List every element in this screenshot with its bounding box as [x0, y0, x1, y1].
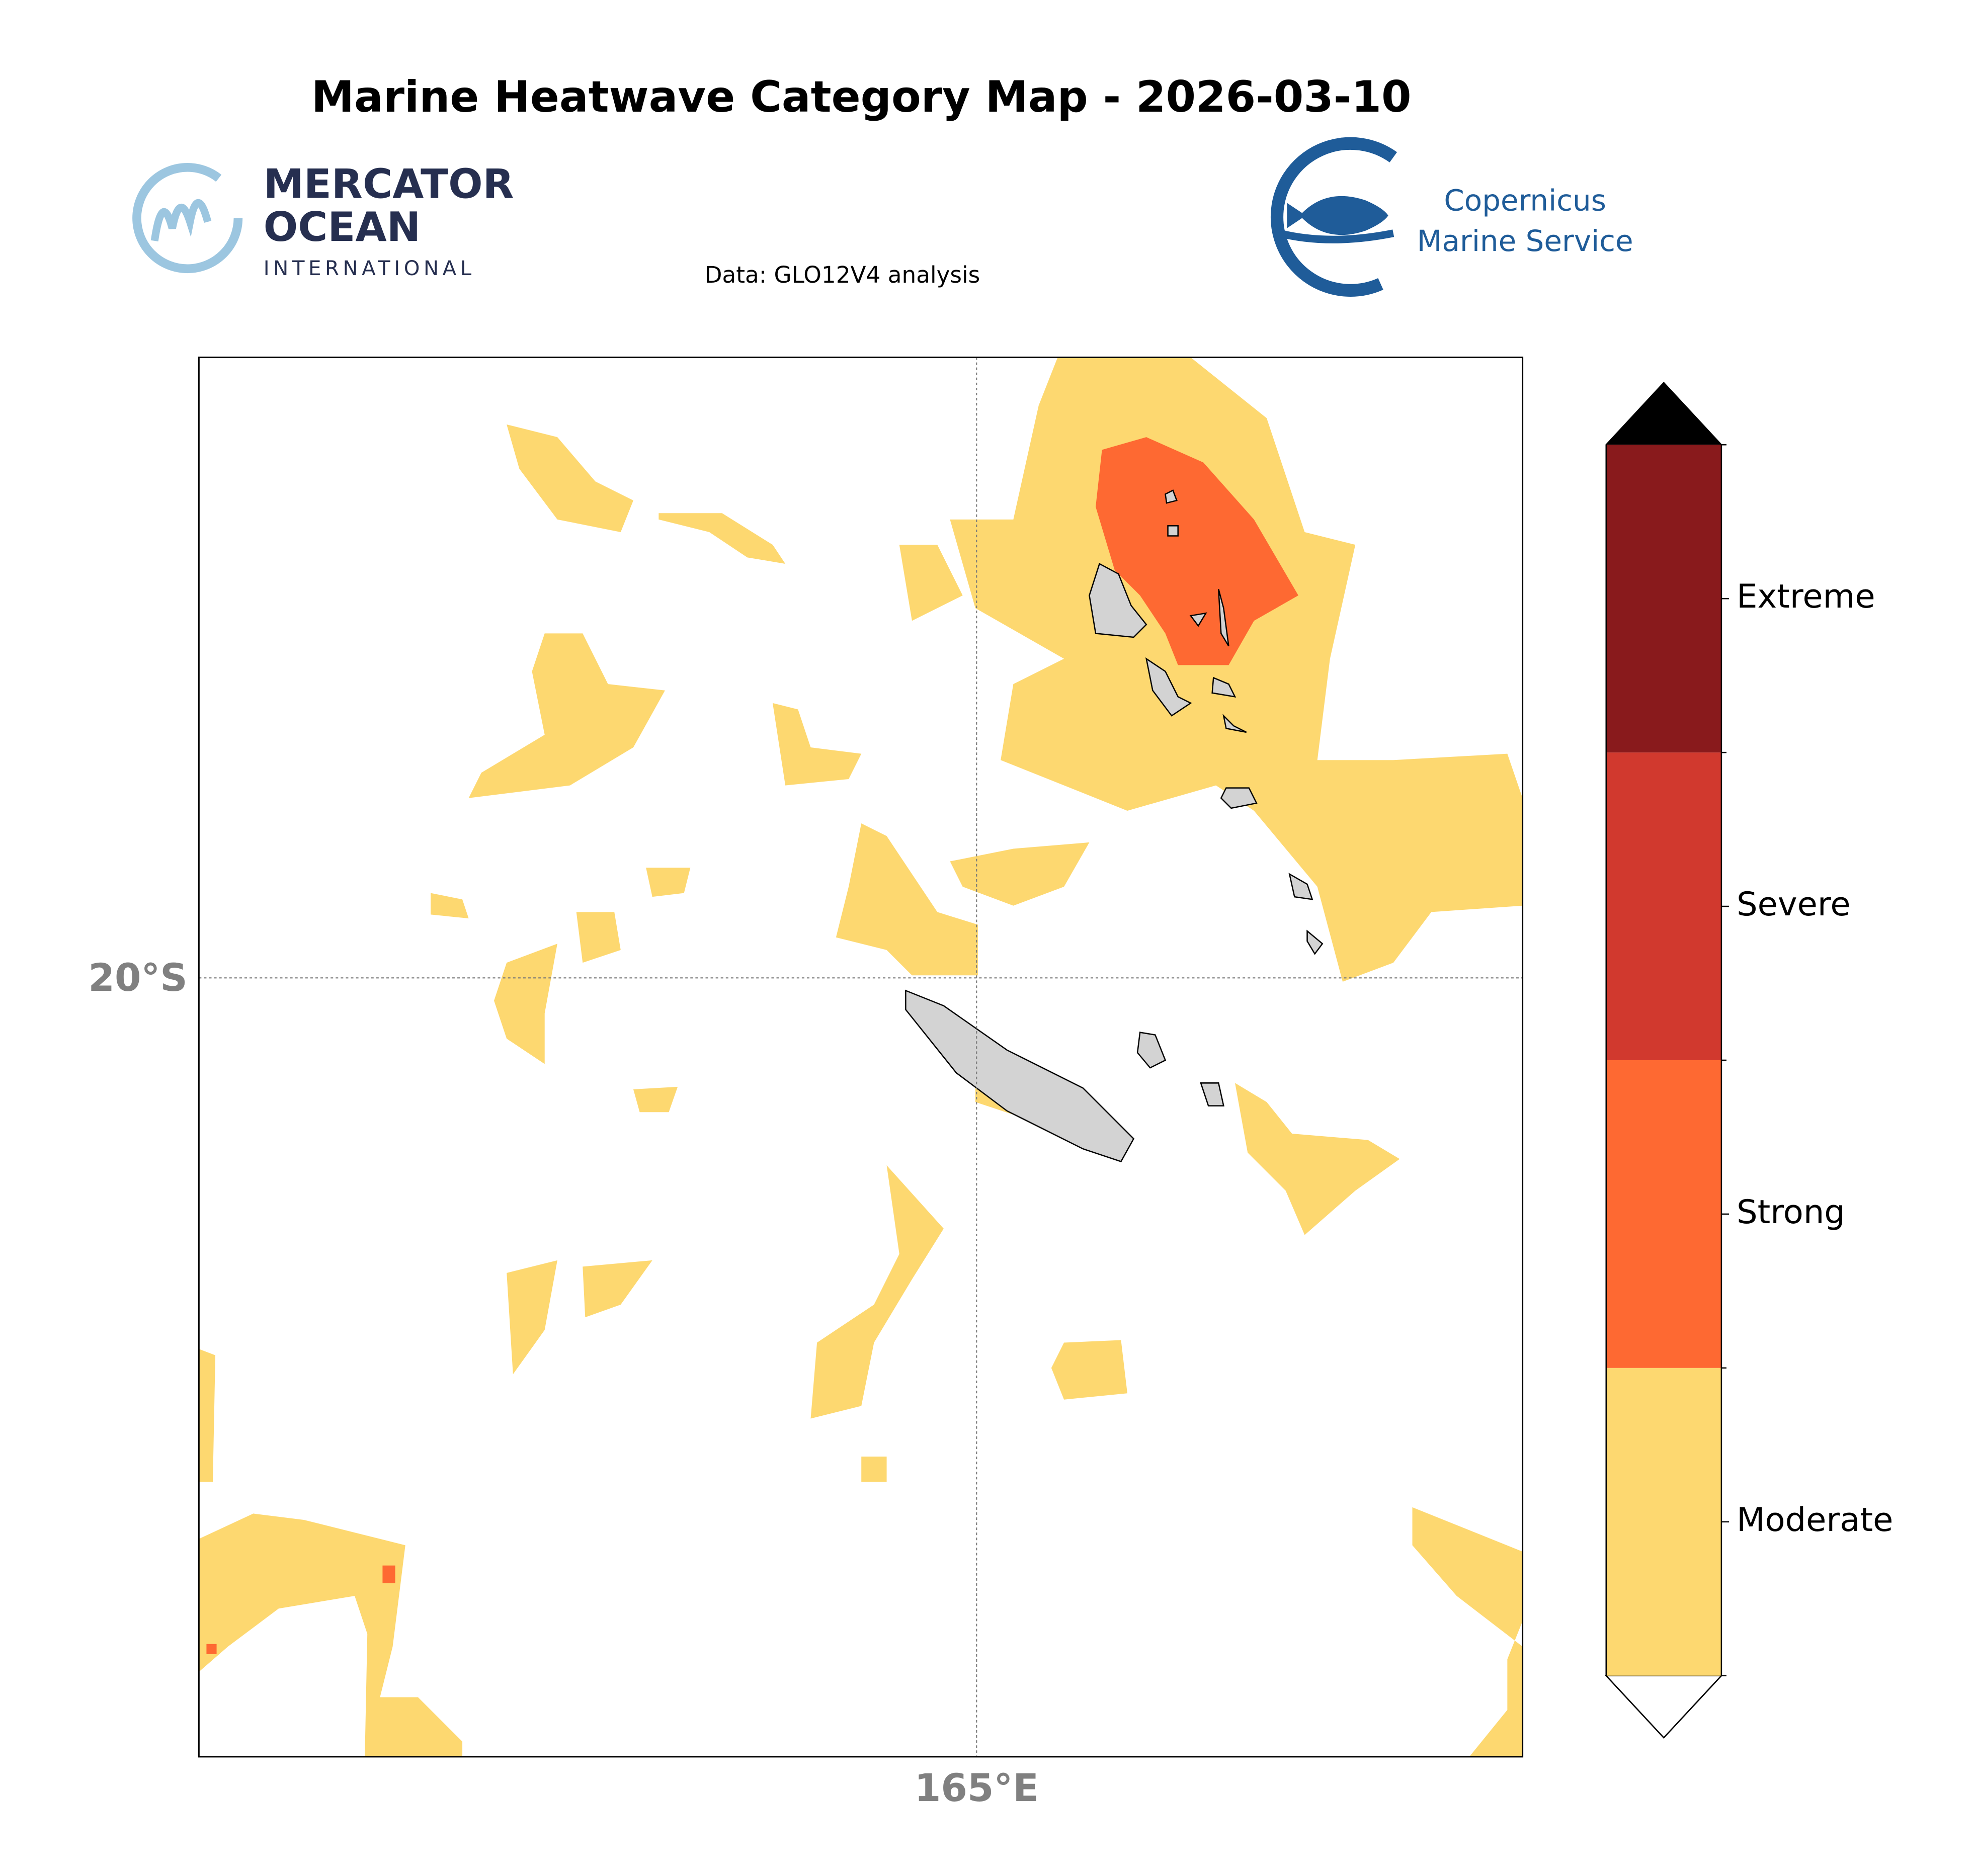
colorbar-under	[1604, 1675, 1723, 1739]
area-strong	[1096, 437, 1298, 665]
area-moderate	[1235, 1083, 1400, 1235]
area-moderate	[836, 823, 978, 976]
area-moderate	[1412, 1507, 1523, 1757]
map-frame	[198, 357, 1524, 1758]
area-moderate	[431, 893, 469, 918]
land	[905, 489, 1324, 1162]
area-strong	[206, 1644, 217, 1654]
colorbar-label: Severe	[1737, 885, 1851, 923]
logo-text: INTERNATIONAL	[264, 257, 475, 280]
area-strong	[382, 1565, 395, 1583]
area-moderate	[861, 1457, 887, 1482]
land	[1222, 714, 1247, 733]
colorbar-outline	[1605, 382, 1722, 1739]
heatwave-areas	[199, 357, 1523, 1757]
area-moderate	[199, 1513, 463, 1757]
logo-arc	[1270, 137, 1397, 297]
area-moderate	[583, 1260, 652, 1318]
colorbar-label: Strong	[1737, 1193, 1845, 1231]
land	[1136, 1032, 1167, 1069]
area-moderate	[950, 357, 1523, 982]
area-moderate	[494, 944, 557, 1064]
lat-label: 20°S	[88, 956, 187, 1000]
logo-text: OCEAN	[264, 204, 421, 251]
land	[1145, 657, 1192, 717]
area-moderate	[468, 633, 665, 798]
area-moderate	[772, 703, 862, 786]
area-moderate	[810, 1165, 944, 1419]
mercator-logo: MERCATOR OCEAN INTERNATIONAL	[132, 160, 514, 280]
logo-text: MERCATOR	[264, 160, 514, 208]
land	[1089, 563, 1147, 638]
colorbar-over	[1606, 382, 1721, 445]
land	[1165, 489, 1229, 647]
area-moderate	[1051, 1340, 1127, 1400]
area-moderate	[576, 912, 621, 963]
area-moderate	[658, 513, 786, 564]
colorbar-label: Extreme	[1737, 577, 1875, 616]
colorbar-label: Moderate	[1737, 1501, 1893, 1539]
colorbar-segment	[1606, 445, 1721, 753]
land	[1306, 929, 1324, 955]
area-moderate	[507, 1260, 557, 1375]
area-moderate	[899, 545, 963, 621]
logo-ring	[132, 163, 243, 274]
land	[1220, 787, 1258, 809]
subtitle: Data: GLO12V4 analysis	[705, 262, 980, 288]
area-moderate	[950, 842, 1090, 906]
title: Marine Heatwave Category Map - 2026-03-1…	[311, 72, 1412, 122]
logo-fish	[1287, 196, 1388, 235]
land	[1288, 873, 1313, 900]
land	[1211, 676, 1237, 698]
lon-label: 165°E	[915, 1766, 1039, 1810]
map: 20°S 165°E	[88, 357, 1524, 1810]
colorbar-segment	[1606, 1368, 1721, 1676]
land	[1200, 1082, 1224, 1106]
copernicus-logo: Copernicus Marine Service	[1270, 137, 1633, 297]
land	[905, 989, 1135, 1162]
area-moderate	[507, 424, 633, 532]
logo-wave	[1278, 229, 1394, 243]
area-moderate	[646, 868, 691, 897]
area-moderate	[633, 1086, 678, 1113]
colorbar: Moderate Strong Severe Extreme	[1604, 382, 1893, 1739]
logo-m	[150, 199, 212, 241]
colorbar-segment	[1606, 1060, 1721, 1368]
logo-text: Marine Service	[1417, 224, 1633, 258]
logo-text: Copernicus	[1444, 183, 1606, 217]
colorbar-segment	[1606, 752, 1721, 1060]
area-moderate	[199, 1349, 216, 1482]
